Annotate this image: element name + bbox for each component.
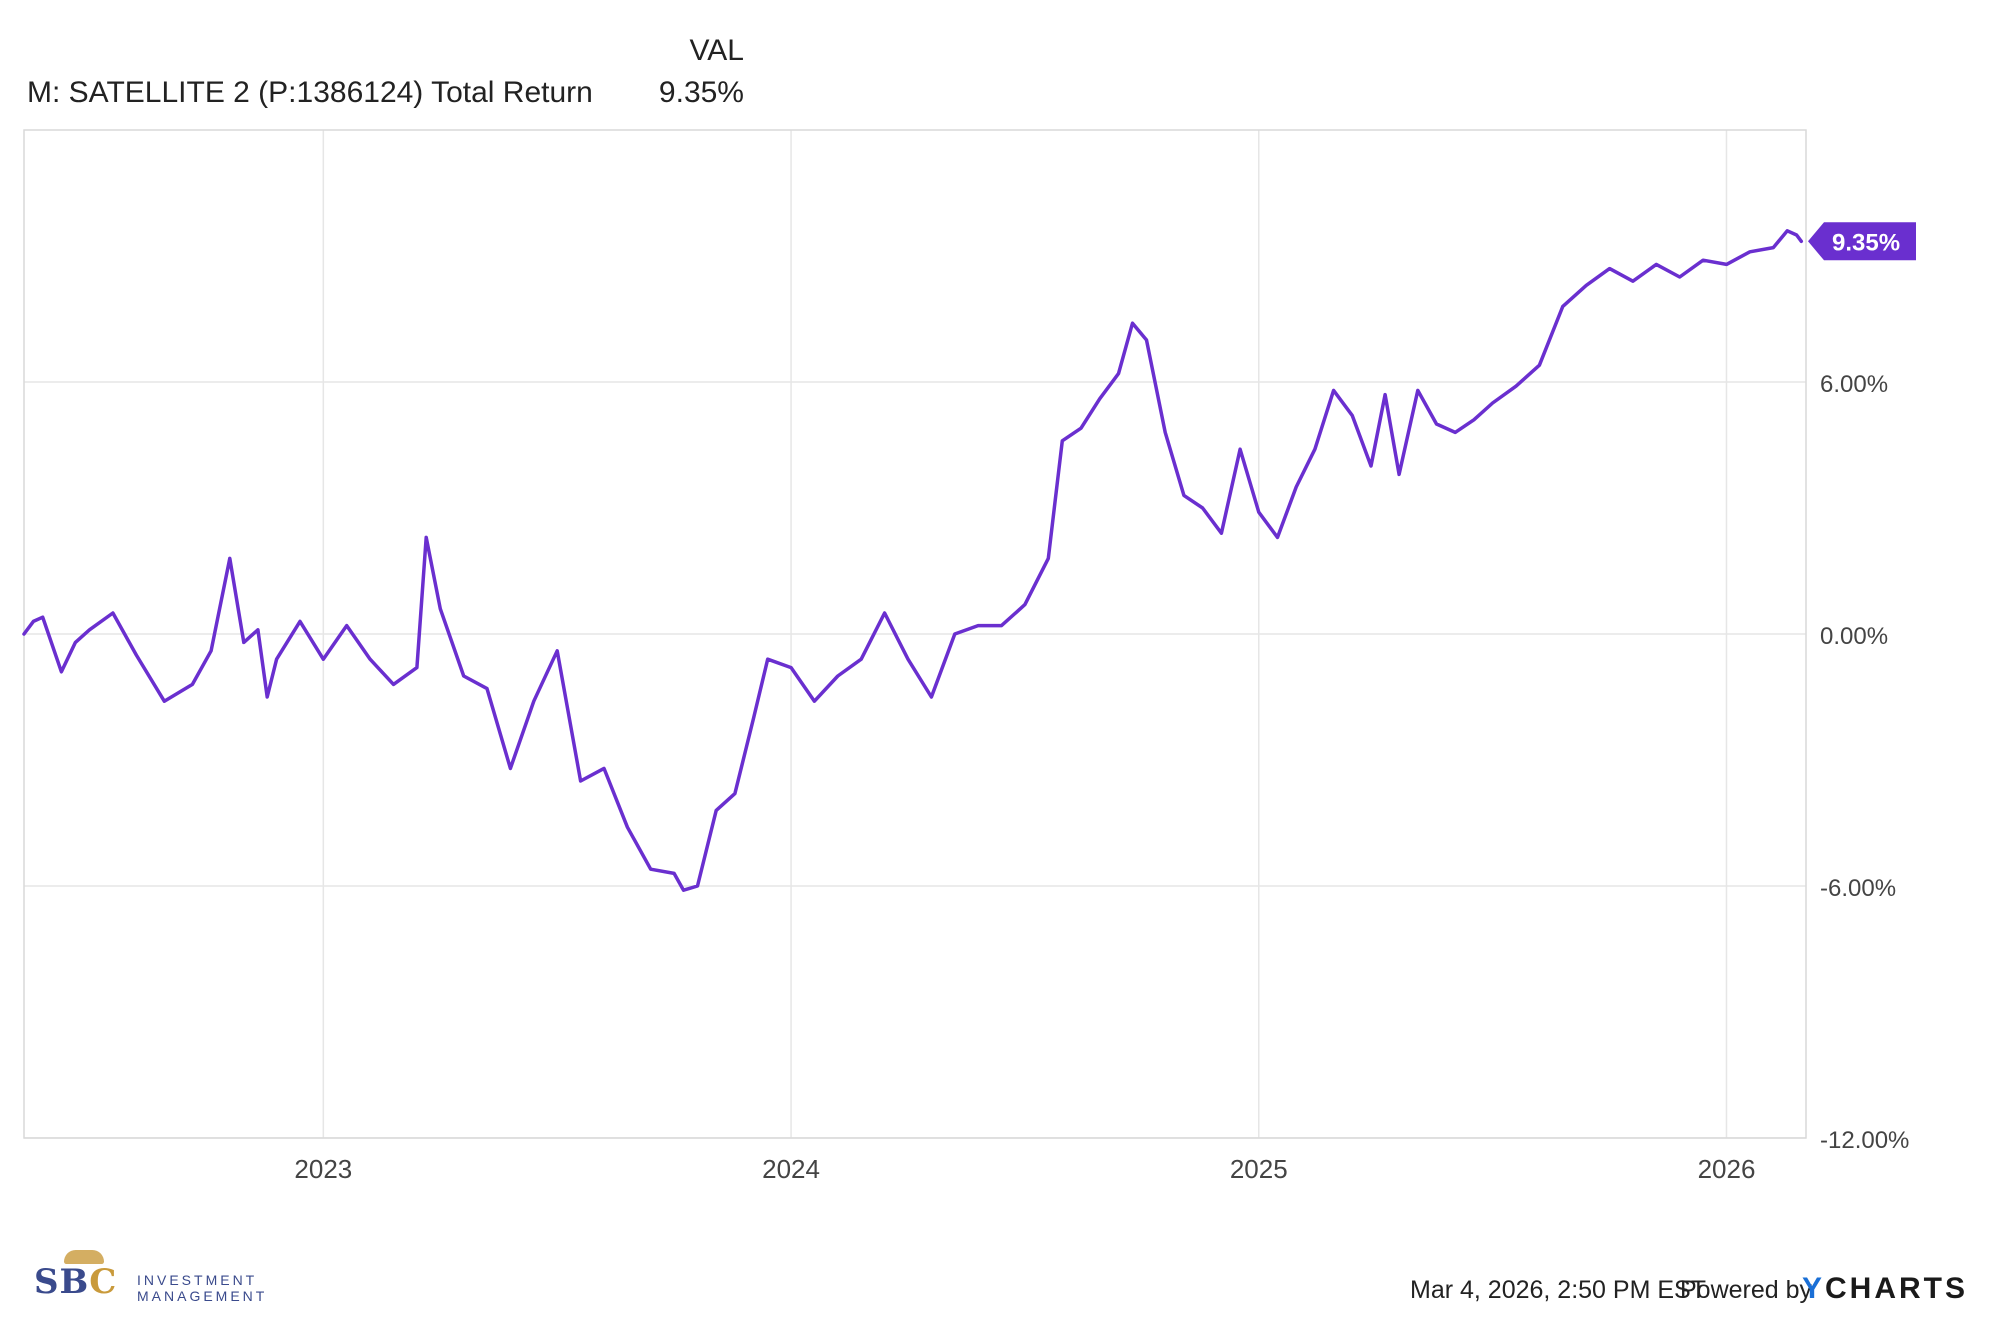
logo-line-management: MANAGEMENT [137,1288,268,1304]
x-tick-label: 2025 [1230,1154,1288,1184]
end-value-label: 9.35% [1832,229,1900,256]
end-label-layer: 9.35% [1808,222,1916,261]
legend-series-name[interactable]: M: SATELLITE 2 (P:1386124) Total Return [27,76,593,109]
y-tick-label: 0.00% [1820,623,1888,650]
y-tick-label: -12.00% [1820,1127,1909,1154]
legend-series-value: 9.35% [658,76,744,109]
sbc-investment-logo: SBC INVESTMENT MANAGEMENT [34,1250,294,1308]
series-layer [22,229,1804,892]
x-tick-label: 2023 [294,1154,352,1184]
end-value-tag [1808,222,1916,261]
sbc-monogram: SBC [34,1262,118,1302]
legend-column-header: VAL [689,34,744,67]
lion-crest-icon [64,1250,104,1264]
logo-line-investment: INVESTMENT [137,1272,258,1288]
y-tick-label: 6.00% [1820,371,1888,398]
series-line[interactable] [22,229,1804,892]
x-tick-label: 2024 [762,1154,820,1184]
ycharts-logo[interactable]: YCHARTS [1802,1272,1969,1305]
axis-layer: 6.00% 0.00% -6.00% -12.00% 2023 2024 2025 2026 [294,371,1909,1184]
footer-timestamp: Mar 4, 2026, 2:50 PM EST [1410,1276,1706,1304]
x-tick-label: 2026 [1698,1154,1756,1184]
y-tick-label: -6.00% [1820,875,1896,902]
footer-powered-by: Powered by [1680,1276,1813,1304]
